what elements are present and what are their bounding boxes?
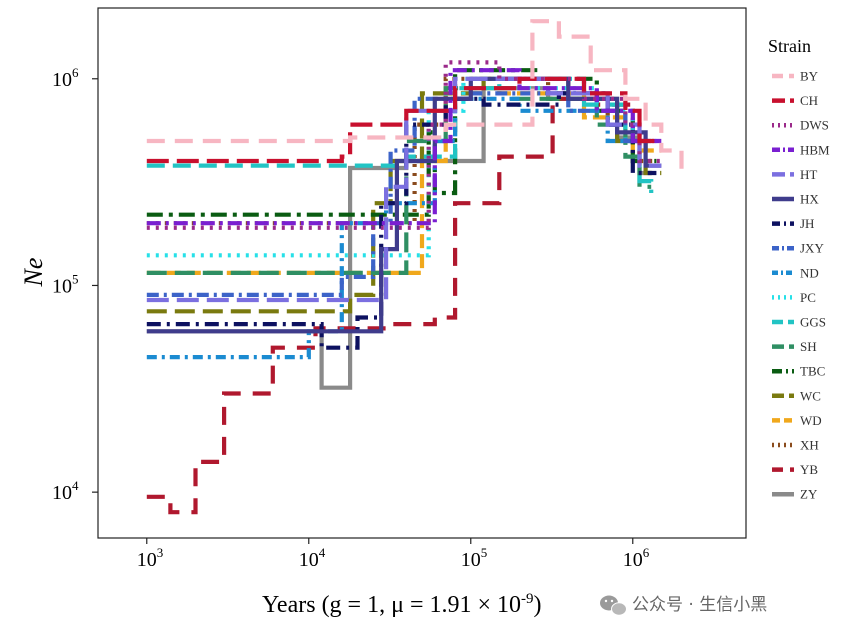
legend-label: WC xyxy=(800,388,821,403)
legend-item-hx: HX xyxy=(772,192,819,207)
legend-item-sh: SH xyxy=(772,339,817,354)
watermark: 公众号 · 生信小黑 xyxy=(600,595,767,616)
x-tick-label: 104 xyxy=(299,545,326,571)
legend-label: JXY xyxy=(800,241,824,256)
legend-item-ggs: GGS xyxy=(772,315,826,330)
x-axis-title: Years (g = 1, μ = 1.91 × 10-9) xyxy=(262,591,542,618)
legend-label: HT xyxy=(800,167,817,182)
y-tick-label: 105 xyxy=(52,271,79,297)
x-tick-base: 10 xyxy=(299,549,319,571)
legend-label: XH xyxy=(800,438,819,453)
x-tick-label: 103 xyxy=(137,545,164,571)
series-line-jxy xyxy=(146,91,652,297)
x-axis-title-main: Years (g = 1, μ = 1.91 × 10 xyxy=(262,592,521,618)
legend-label: CH xyxy=(800,93,818,108)
legend-label: SH xyxy=(800,339,817,354)
series-line-by xyxy=(146,19,684,173)
legend-title: Strain xyxy=(768,36,811,56)
series-line-sh xyxy=(146,86,652,275)
x-tick-base: 10 xyxy=(623,549,643,571)
y-tick-label: 104 xyxy=(52,478,79,504)
legend-item-nd: ND xyxy=(772,265,819,280)
y-tick-exponent: 6 xyxy=(72,65,79,80)
watermark-text: 公众号 · 生信小黑 xyxy=(632,595,767,615)
x-tick-exponent: 4 xyxy=(319,545,326,560)
plot-panel xyxy=(97,7,747,539)
x-axis-title-exponent: -9 xyxy=(521,591,534,607)
y-tick-exponent: 5 xyxy=(72,271,79,286)
legend-label: DWS xyxy=(800,118,829,133)
x-tick-exponent: 6 xyxy=(643,545,650,560)
legend-item-hbm: HBM xyxy=(772,142,830,157)
legend-item-dws: DWS xyxy=(772,118,829,133)
x-tick-base: 10 xyxy=(137,549,157,571)
legend-item-wd: WD xyxy=(772,413,822,428)
legend-label: TBC xyxy=(800,364,825,379)
legend-label: HBM xyxy=(800,142,830,157)
series-line-yb xyxy=(146,96,633,515)
series-layer xyxy=(146,19,684,515)
legend-item-by: BY xyxy=(772,69,819,84)
legend-label: JH xyxy=(800,216,814,231)
x-axis-title-close: ) xyxy=(534,592,542,618)
legend-label: YB xyxy=(800,462,818,477)
y-tick-base: 10 xyxy=(52,482,72,504)
legend: Strain BY CH DWS HBM HT HX JH JXY ND PC GGS SH TBC WC… xyxy=(768,36,830,502)
x-axis-ticks: 103 104 105 106 xyxy=(137,538,650,571)
legend-item-ht: HT xyxy=(772,167,817,182)
legend-label: HX xyxy=(800,192,819,207)
legend-label: ZY xyxy=(800,487,818,502)
legend-label: BY xyxy=(800,69,819,84)
x-tick-exponent: 3 xyxy=(157,545,164,560)
x-tick-exponent: 5 xyxy=(481,545,488,560)
legend-item-zy: ZY xyxy=(772,487,818,502)
y-tick-base: 10 xyxy=(52,275,72,297)
legend-item-wc: WC xyxy=(772,388,821,403)
legend-item-yb: YB xyxy=(772,462,818,477)
legend-item-xh: XH xyxy=(772,438,819,453)
y-tick-label: 106 xyxy=(52,65,79,91)
x-tick-label: 105 xyxy=(461,545,488,571)
legend-label: ND xyxy=(800,265,819,280)
x-tick-base: 10 xyxy=(461,549,481,571)
legend-items: BY CH DWS HBM HT HX JH JXY ND PC GGS SH TBC WC WD XH YB Z… xyxy=(772,69,830,502)
legend-item-jxy: JXY xyxy=(772,241,824,256)
legend-label: GGS xyxy=(800,315,826,330)
y-tick-exponent: 4 xyxy=(72,478,79,493)
legend-item-pc: PC xyxy=(772,290,816,305)
legend-item-jh: JH xyxy=(772,216,814,231)
x-tick-label: 106 xyxy=(623,545,650,571)
series-line-tbc xyxy=(146,68,657,217)
wechat-icon xyxy=(600,595,627,616)
legend-label: PC xyxy=(800,290,816,305)
legend-item-ch: CH xyxy=(772,93,818,108)
y-axis-title: Ne xyxy=(19,258,48,288)
legend-item-tbc: TBC xyxy=(772,364,825,379)
y-tick-base: 10 xyxy=(52,69,72,91)
series-line-dws xyxy=(146,60,662,230)
series-line-ht xyxy=(146,76,662,303)
legend-label: WD xyxy=(800,413,822,428)
